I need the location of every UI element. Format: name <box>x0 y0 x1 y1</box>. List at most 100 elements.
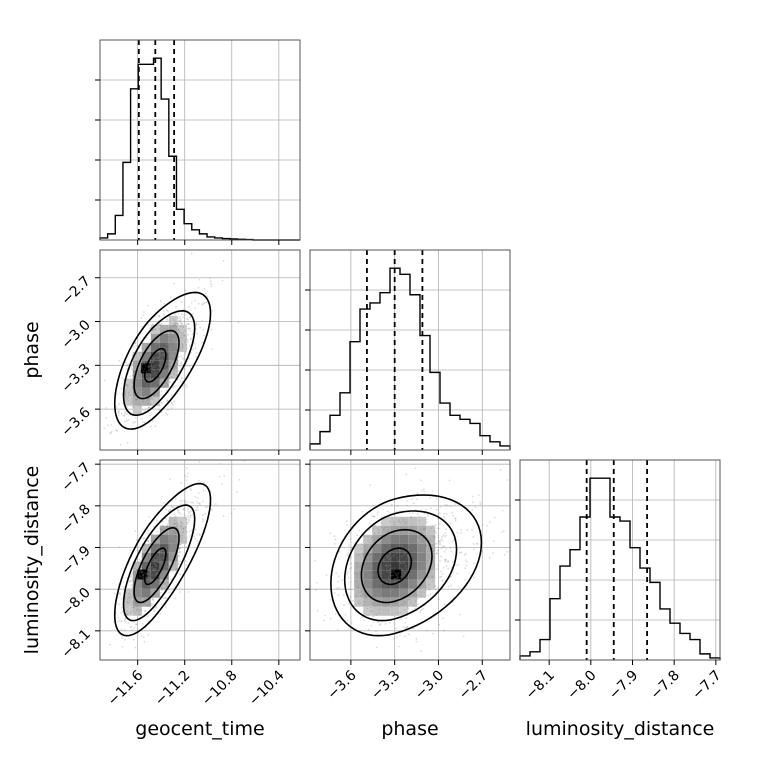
scatter-point <box>142 390 144 393</box>
scatter-point <box>197 323 200 326</box>
density-cell <box>177 342 187 352</box>
scatter-point <box>407 576 409 579</box>
scatter-point <box>502 530 505 533</box>
y-tick-label: −3.0 <box>58 317 93 352</box>
scatter-point <box>396 552 398 555</box>
scatter-point <box>194 537 197 540</box>
scatter-point <box>414 569 417 571</box>
scatter-point <box>160 401 163 404</box>
scatter-point <box>451 511 453 514</box>
scatter-point <box>165 546 168 548</box>
scatter-point <box>169 550 172 553</box>
scatter-point <box>144 558 147 561</box>
scatter-point <box>139 582 141 585</box>
scatter-point <box>419 611 422 614</box>
scatter-point <box>126 397 129 400</box>
scatter-point <box>402 535 405 537</box>
scatter-point <box>444 561 447 563</box>
scatter-point <box>189 514 192 517</box>
scatter-point <box>201 320 203 322</box>
scatter-point <box>149 365 152 367</box>
scatter-point <box>153 609 156 612</box>
scatter-point <box>169 343 172 346</box>
scatter-point <box>159 537 161 539</box>
scatter-point <box>167 354 170 357</box>
scatter-point <box>404 626 407 629</box>
scatter-point <box>160 360 162 362</box>
scatter-point <box>165 536 167 539</box>
scatter-point <box>136 375 139 378</box>
scatter-point <box>186 467 188 470</box>
scatter-point <box>155 573 158 576</box>
scatter-point <box>163 536 166 539</box>
scatter-point <box>425 544 427 547</box>
scatter-point <box>169 546 171 548</box>
scatter-point <box>391 569 393 572</box>
scatter-point <box>356 565 359 568</box>
scatter-point <box>124 412 126 415</box>
scatter-point <box>166 542 169 545</box>
scatter-point <box>132 606 135 609</box>
scatter-point <box>187 341 189 344</box>
scatter-point <box>167 371 169 373</box>
scatter-point <box>388 558 391 561</box>
scatter-point <box>425 567 427 569</box>
scatter-point <box>390 590 393 593</box>
scatter-point <box>406 553 409 556</box>
scatter-point <box>163 581 166 584</box>
scatter-point <box>439 576 441 579</box>
scatter-point <box>346 571 349 573</box>
scatter-point <box>137 608 140 611</box>
scatter-point <box>190 501 193 504</box>
scatter-point <box>174 320 177 323</box>
scatter-point <box>189 338 192 341</box>
density-cell <box>408 552 418 562</box>
x-tick-label: −10.8 <box>199 668 241 710</box>
scatter-point <box>499 468 502 471</box>
scatter-point <box>391 598 393 600</box>
scatter-point <box>160 558 162 560</box>
scatter-point <box>189 487 192 490</box>
scatter-point <box>394 540 397 543</box>
scatter-point <box>186 523 189 525</box>
scatter-point <box>161 341 163 344</box>
scatter-point <box>184 289 187 292</box>
scatter-point <box>481 550 484 553</box>
scatter-point <box>148 377 150 380</box>
scatter-point <box>173 542 176 545</box>
scatter-point <box>158 323 160 326</box>
scatter-point <box>237 321 240 324</box>
density-cell <box>141 597 151 607</box>
scatter-point <box>177 332 180 334</box>
y-tick-label: −7.8 <box>58 501 93 536</box>
scatter-point <box>201 341 203 344</box>
scatter-point <box>165 412 168 415</box>
scatter-point <box>422 607 425 610</box>
scatter-point <box>148 327 151 330</box>
scatter-point <box>370 584 372 586</box>
scatter-point <box>154 565 157 567</box>
scatter-point <box>460 551 463 554</box>
scatter-point <box>389 520 392 523</box>
scatter-point <box>185 384 188 386</box>
scatter-point <box>408 596 410 599</box>
scatter-point <box>156 547 159 550</box>
scatter-point <box>153 559 156 562</box>
scatter-point <box>167 551 170 554</box>
scatter-point <box>147 595 150 598</box>
scatter-point <box>404 592 407 595</box>
scatter-point <box>349 556 352 559</box>
scatter-point <box>137 391 140 394</box>
scatter-point <box>440 555 442 558</box>
scatter-point <box>142 409 145 412</box>
scatter-point <box>166 413 169 416</box>
scatter-point <box>399 589 402 592</box>
scatter-point <box>404 552 407 555</box>
scatter-point <box>139 584 141 587</box>
scatter-point <box>415 552 418 555</box>
scatter-point <box>142 573 145 576</box>
scatter-point <box>409 601 412 604</box>
scatter-point <box>391 614 393 617</box>
scatter-point <box>153 567 155 570</box>
scatter-point <box>148 579 151 582</box>
